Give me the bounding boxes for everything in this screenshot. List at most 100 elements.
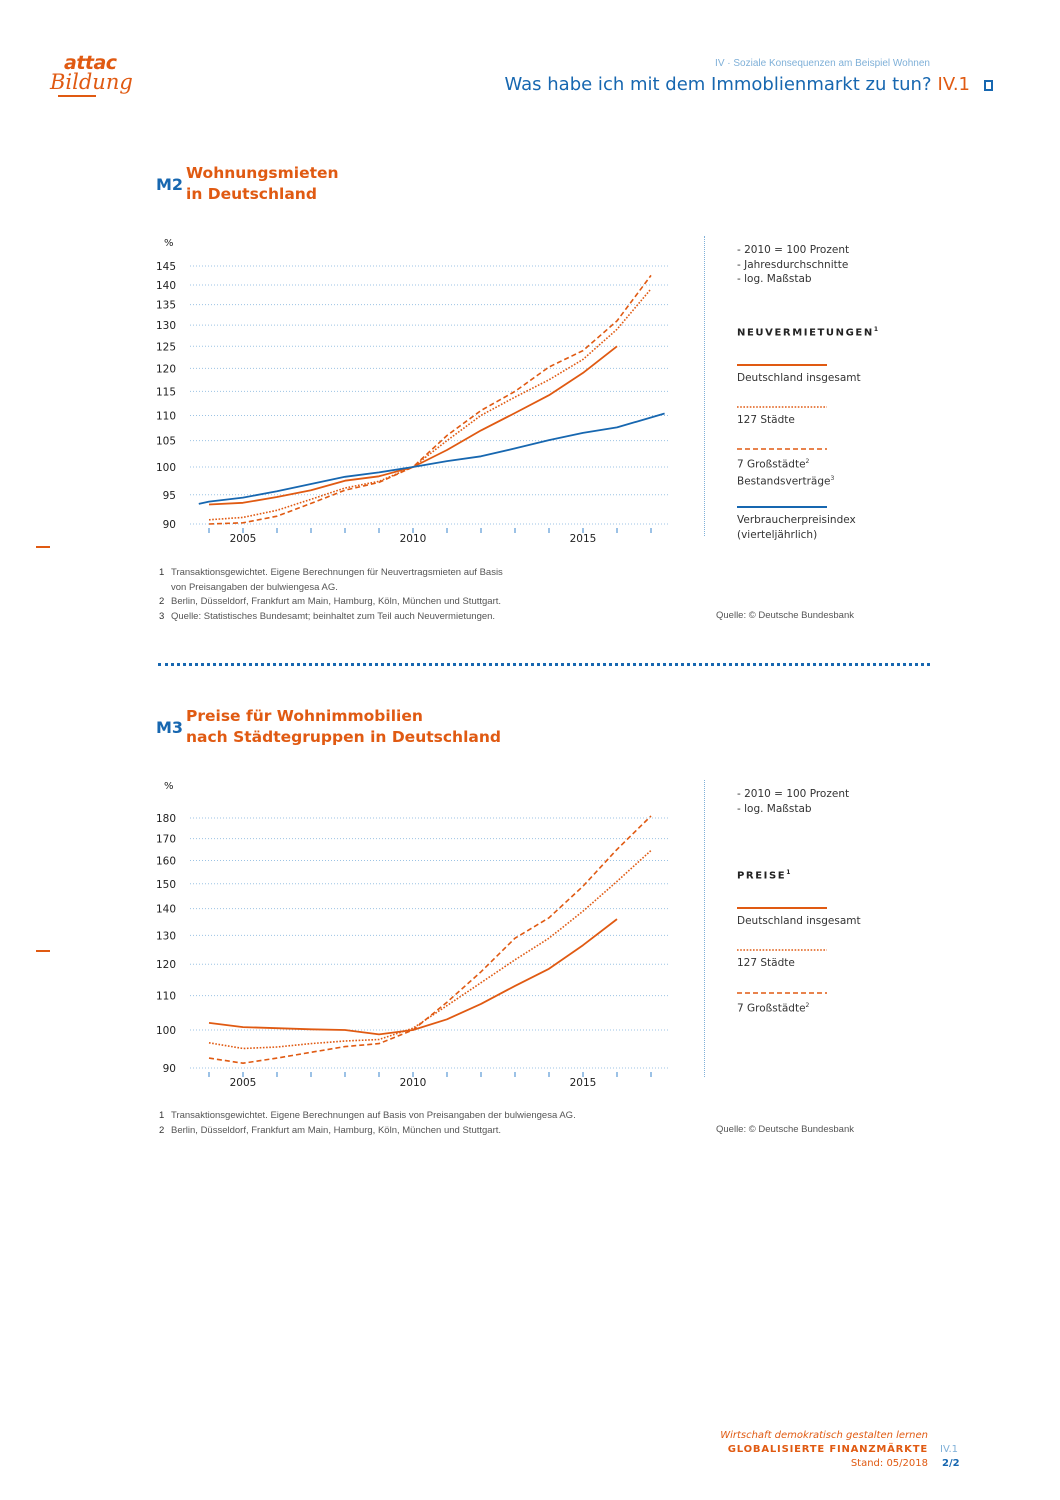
footnote: 3 Quelle: Statistisches Bundesamt; beinha… — [159, 610, 503, 625]
y-tick-label: 180 — [156, 813, 176, 825]
m3-chart: % 90 100 110 120 130 140 150 160 170 180 2005 2010 20… — [156, 781, 670, 1089]
legend-label: 127 Städte — [737, 414, 795, 426]
section-divider — [158, 663, 930, 666]
m3-source: Quelle: © Deutsche Bundesbank — [716, 1124, 854, 1135]
m3-title-line1: Preise für Wohnimmobilien — [186, 707, 423, 725]
logo-bildung: Bildung — [50, 70, 133, 94]
x-tick-label: 2015 — [570, 1077, 597, 1089]
m2-notes: - 2010 = 100 Prozent - Jahresdurchschnit… — [737, 243, 849, 287]
m2-note: - 2010 = 100 Prozent — [737, 244, 850, 256]
margin-mark — [36, 950, 50, 952]
legend-label: 7 Großstädte2 — [737, 999, 829, 1016]
footnote: 1 Transaktionsgewichtet. Eigene Berechnun… — [159, 566, 503, 581]
footnote-ref: 1 — [873, 326, 878, 333]
y-tick-label: 105 — [156, 436, 176, 448]
legend-swatch-dotted — [737, 406, 827, 408]
y-tick-label: 170 — [156, 834, 176, 846]
x-tick-label: 2005 — [230, 1077, 257, 1089]
y-axis-label: % — [164, 781, 174, 792]
y-tick-label: 140 — [156, 280, 176, 292]
y-tick-label: 130 — [156, 320, 176, 332]
footer-date: Stand: 05/2018 — [850, 1458, 928, 1469]
logo-attac: attac — [64, 52, 117, 74]
footnote: 1 Transaktionsgewichtet. Eigene Berechnun… — [159, 1109, 576, 1124]
m2-chart: % 90 95 100 105 110 115 120 125 130 135 140 145 2005 2… — [156, 238, 670, 545]
legend-swatch-dashed — [737, 992, 827, 994]
legend-label-text: 7 Großstädte — [737, 458, 806, 471]
legend-swatch-solid-blue — [737, 506, 827, 508]
m2-title-line1: Wohnungsmieten — [186, 164, 339, 182]
footer-code: IV.1 — [940, 1444, 959, 1455]
legend-swatch-dashed — [737, 448, 827, 450]
legend-label: Deutschland insgesamt — [737, 372, 861, 384]
m3-legend-item-127: 127 Städte — [737, 937, 829, 971]
page-title: Was habe ich mit dem Immoblienmarkt zu t… — [505, 74, 971, 95]
y-tick-label: 140 — [156, 904, 176, 916]
footer-series: GLOBALISIERTE FINANZMÄRKTE — [727, 1444, 928, 1455]
y-tick-label: 120 — [156, 959, 176, 971]
section-kicker: IV · Soziale Konsequenzen am Beispiel Wo… — [715, 58, 930, 69]
m3-footnotes: 1 Transaktionsgewichtet. Eigene Berechnun… — [159, 1109, 576, 1138]
m3-note: - log. Maßstab — [737, 802, 812, 815]
series-line-7-großstädte-bestandsverträge — [208, 274, 652, 525]
legend-label: Deutschland insgesamt — [737, 915, 861, 927]
footnote-text: Quelle: Statistisches Bundesamt; beinhal… — [171, 610, 496, 622]
footnote: von Preisangaben der bulwiengesa AG. — [159, 581, 503, 596]
series-line-deutschland-insgesamt — [208, 345, 618, 506]
m3-note: - 2010 = 100 Prozent — [737, 788, 850, 800]
y-tick-label: 145 — [156, 261, 176, 273]
footnote-ref: 2 — [805, 458, 810, 465]
footnote-text: Berlin, Düsseldorf, Frankfurt am Main, H… — [171, 1124, 502, 1136]
x-tick-label: 2010 — [400, 533, 427, 545]
series-line-verbraucherpreisindex-vierteljährlich- — [198, 412, 665, 505]
series-line-deutschland-insgesamt — [208, 918, 618, 1036]
legend-label: 7 Großstädte2 — [737, 455, 834, 472]
footnote-ref: 1 — [786, 869, 791, 876]
footnote-ref: 3 — [830, 475, 835, 482]
series-line-7-großstädte — [208, 815, 652, 1065]
legend-swatch-dotted — [737, 949, 827, 951]
x-tick-label: 2015 — [570, 533, 597, 545]
m3-code: M3 — [156, 718, 184, 737]
m2-legend-item-7: 7 Großstädte2 Bestandsverträge3 — [737, 436, 834, 489]
m2-legend-heading: NEUVERMIETUNGEN1 — [737, 326, 878, 338]
footnote-text: Transaktionsgewichtet. Eigene Berechnung… — [171, 567, 503, 578]
logo-underline — [58, 95, 96, 97]
footnote-number: 1 — [159, 1110, 165, 1121]
y-tick-label: 160 — [156, 855, 176, 867]
m2-legend-heading-text: NEUVERMIETUNGEN — [737, 327, 874, 339]
m2-note: - log. Maßstab — [737, 273, 812, 285]
y-tick-label: 135 — [156, 300, 176, 312]
footnote-text: Berlin, Düsseldorf, Frankfurt am Main, H… — [171, 596, 502, 607]
legend-label: Bestandsverträge3 — [737, 472, 834, 489]
legend-swatch-solid — [737, 907, 827, 909]
m3-title: Preise für Wohnimmobilien nach Städtegru… — [186, 706, 501, 748]
y-tick-label: 120 — [156, 363, 176, 375]
y-tick-label: 95 — [163, 490, 176, 502]
m2-legend-item-127: 127 Städte — [737, 394, 829, 428]
legend-label-text: Bestandsverträge — [737, 475, 831, 488]
square-icon — [984, 80, 993, 91]
footnote-text: von Preisangaben der bulwiengesa AG. — [171, 581, 338, 593]
page-code: IV.1 — [937, 74, 970, 95]
y-tick-label: 130 — [156, 930, 176, 942]
y-tick-label: 90 — [163, 1063, 176, 1075]
legend-label: Verbraucherpreisindex — [737, 514, 856, 526]
y-tick-label: 90 — [163, 519, 176, 531]
y-axis-label: % — [164, 238, 174, 249]
y-tick-label: 100 — [156, 462, 176, 474]
x-tick-label: 2005 — [230, 533, 257, 545]
footnote-ref: 2 — [805, 1002, 810, 1009]
legend-label: 127 Städte — [737, 957, 795, 969]
m3-legend-heading: PREISE1 — [737, 869, 790, 881]
m2-title-line2: in Deutschland — [186, 185, 317, 203]
footnote-number: 1 — [159, 567, 165, 578]
m2-legend-item-cpi: Verbraucherpreisindex (vierteljährlich) — [737, 494, 856, 542]
footnote-text: Transaktionsgewichtet. Eigene Berechnung… — [171, 1110, 576, 1121]
m2-title: Wohnungsmieten in Deutschland — [186, 163, 339, 205]
m2-note: - Jahresdurchschnitte — [737, 258, 849, 271]
m3-legend-item-7: 7 Großstädte2 — [737, 980, 829, 1016]
footnote: 2 Berlin, Düsseldorf, Frankfurt am Main, … — [159, 1124, 576, 1139]
x-tick-label: 2010 — [400, 1077, 427, 1089]
y-tick-label: 110 — [156, 410, 176, 422]
